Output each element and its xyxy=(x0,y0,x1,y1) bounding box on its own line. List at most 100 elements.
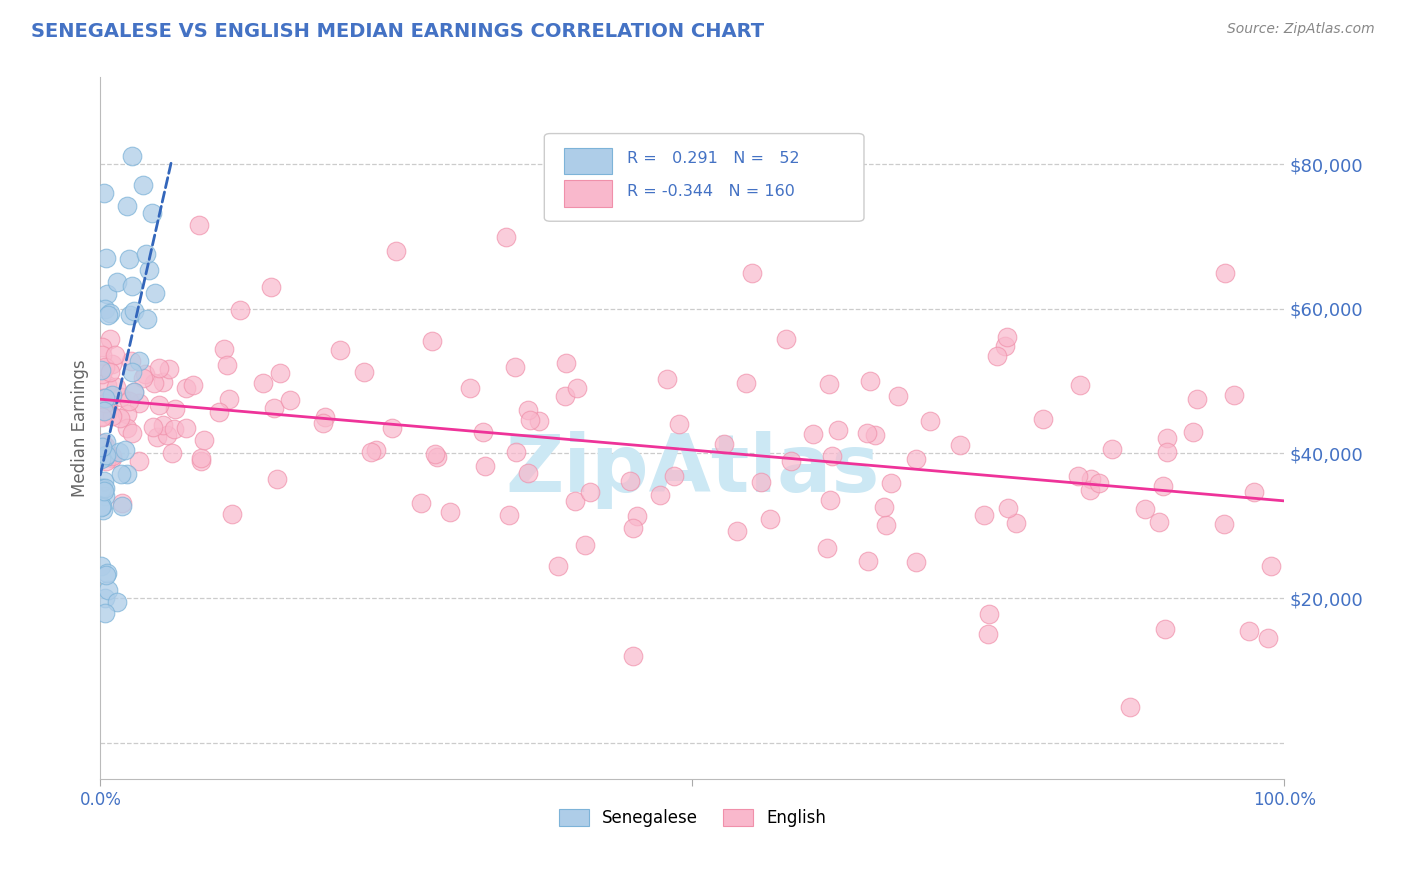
Point xyxy=(143,376,166,391)
Point xyxy=(574,538,596,552)
Point xyxy=(503,359,526,374)
Point xyxy=(94,439,117,453)
Point xyxy=(252,376,274,390)
Point xyxy=(949,438,972,452)
Point xyxy=(856,554,879,568)
Point xyxy=(174,381,197,395)
Point xyxy=(141,206,163,220)
Point xyxy=(1149,515,1171,529)
Point xyxy=(111,496,134,510)
Point xyxy=(1154,622,1177,636)
Point xyxy=(98,332,121,346)
Point xyxy=(94,448,117,462)
Point xyxy=(121,279,143,293)
Point xyxy=(1069,377,1091,392)
Point xyxy=(107,595,129,609)
Point xyxy=(664,468,686,483)
Point xyxy=(96,251,118,265)
Point xyxy=(94,606,117,620)
Point xyxy=(111,499,134,513)
Point xyxy=(96,566,118,580)
Point xyxy=(101,357,124,371)
Point xyxy=(385,244,408,258)
Point xyxy=(977,607,1000,622)
Point xyxy=(190,451,212,466)
Point xyxy=(578,485,600,500)
Point xyxy=(97,401,120,415)
Point xyxy=(1004,516,1026,530)
Point xyxy=(904,554,927,568)
Point xyxy=(128,396,150,410)
Point xyxy=(859,374,882,388)
Point xyxy=(460,381,482,395)
Point xyxy=(128,354,150,368)
Point xyxy=(156,428,179,442)
Point xyxy=(821,450,844,464)
Point xyxy=(353,365,375,379)
Point xyxy=(329,343,352,357)
Point xyxy=(775,332,797,346)
Point xyxy=(266,472,288,486)
Point xyxy=(90,559,112,574)
Point xyxy=(208,404,231,418)
Point xyxy=(619,474,641,488)
Point xyxy=(91,503,114,517)
Point xyxy=(411,496,433,510)
Point xyxy=(118,394,141,409)
Point xyxy=(91,391,114,405)
Point xyxy=(90,340,112,354)
Point xyxy=(96,287,118,301)
Point xyxy=(146,430,169,444)
Point xyxy=(1067,468,1090,483)
Point xyxy=(105,275,128,289)
Point xyxy=(1260,559,1282,574)
Point xyxy=(439,505,461,519)
Point xyxy=(128,454,150,468)
Point xyxy=(94,591,117,606)
Point xyxy=(986,349,1008,363)
Point xyxy=(93,483,115,498)
Point xyxy=(190,453,212,467)
Point xyxy=(108,411,131,425)
Point xyxy=(98,449,121,463)
Point xyxy=(94,489,117,503)
Point xyxy=(1212,516,1234,531)
Point xyxy=(143,285,166,300)
Point xyxy=(1078,483,1101,497)
Point xyxy=(132,371,155,385)
Point xyxy=(91,499,114,513)
Point xyxy=(90,448,112,462)
Point xyxy=(312,416,335,430)
Point xyxy=(118,308,141,322)
Text: R =   0.291   N =   52: R = 0.291 N = 52 xyxy=(627,151,800,166)
Point xyxy=(668,417,690,431)
Point xyxy=(749,475,772,489)
Point xyxy=(121,425,143,440)
Point xyxy=(162,422,184,436)
Point xyxy=(997,501,1019,516)
Point xyxy=(148,398,170,412)
Point xyxy=(1119,699,1142,714)
Point xyxy=(91,481,114,495)
Point xyxy=(101,388,124,402)
Point xyxy=(104,348,127,362)
Point xyxy=(118,252,141,266)
Point xyxy=(90,347,112,361)
Point xyxy=(873,500,896,514)
Point xyxy=(977,627,1000,641)
Point xyxy=(759,512,782,526)
Point xyxy=(1152,479,1174,493)
FancyBboxPatch shape xyxy=(544,134,863,221)
Point xyxy=(159,362,181,376)
Point xyxy=(94,481,117,495)
Point xyxy=(193,433,215,447)
Point xyxy=(212,342,235,356)
Point xyxy=(420,334,443,348)
Point xyxy=(498,508,520,523)
Text: SENEGALESE VS ENGLISH MEDIAN EARNINGS CORRELATION CHART: SENEGALESE VS ENGLISH MEDIAN EARNINGS CO… xyxy=(31,22,763,41)
Point xyxy=(94,450,117,464)
Point xyxy=(865,427,887,442)
Point xyxy=(1080,472,1102,486)
Point xyxy=(818,493,841,508)
Point xyxy=(364,443,387,458)
